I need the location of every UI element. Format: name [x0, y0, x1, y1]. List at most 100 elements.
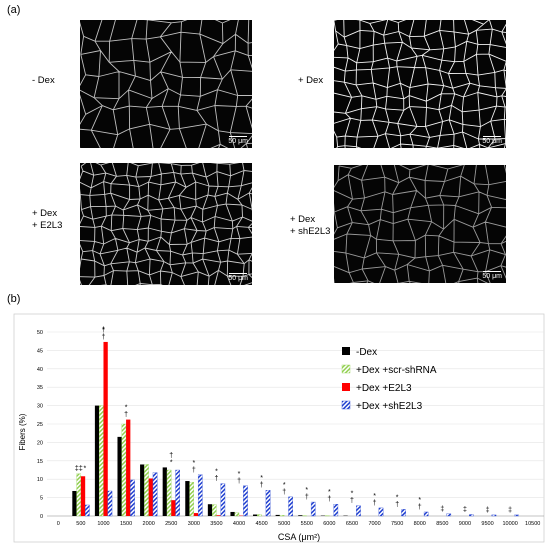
x-tick-label: 6500 — [346, 521, 358, 527]
bar--dex-she2l3-9000 — [469, 514, 474, 517]
significance-marker: * — [192, 460, 195, 467]
y-tick-label: 30 — [37, 404, 43, 410]
significance-marker: † — [102, 334, 106, 341]
legend-label: +Dex +scr-shRNA — [356, 365, 437, 376]
significance-marker: * — [283, 482, 286, 489]
bar--dex-she2l3-10000 — [514, 514, 519, 517]
x-tick-label: 3500 — [210, 521, 222, 527]
bar--dex-scr-shrna-3000 — [189, 481, 194, 517]
bar--dex-scr-shrna-2500 — [166, 469, 172, 517]
bar--dex-she2l3-5500 — [310, 501, 316, 517]
y-tick-label: 15 — [37, 459, 43, 465]
significance-marker: † — [124, 412, 128, 419]
bar--dex-she2l3-2500 — [175, 469, 180, 517]
bar--dex-she2l3-3000 — [197, 474, 203, 517]
bar--dex-she2l3-8000 — [423, 511, 429, 517]
x-tick-label: 9000 — [459, 521, 471, 527]
bar--dex-she2l3-4500 — [265, 490, 271, 517]
bar--dex-she2l3-7500 — [401, 509, 406, 517]
y-tick-label: 5 — [40, 496, 43, 502]
y-tick-label: 35 — [37, 385, 43, 391]
bar--dex-scr-shrna-2000 — [144, 464, 149, 517]
scale-bar-label: 50 μm — [482, 138, 502, 145]
significance-marker: * — [238, 471, 241, 478]
significance-marker: ‡ — [486, 507, 490, 514]
x-tick-label: 7000 — [368, 521, 380, 527]
bar--dex-scr-shrna-4500 — [257, 514, 262, 517]
bar--dex-e2l3-3000 — [193, 513, 199, 516]
panel-b-label: (b) — [7, 293, 21, 305]
x-tick-label: 3000 — [188, 521, 200, 527]
y-tick-label: 10 — [37, 477, 43, 483]
x-tick-label: 4500 — [255, 521, 267, 527]
x-axis-label: CSA (μm²) — [278, 532, 320, 542]
bar--dex-2000 — [140, 464, 145, 516]
bar--dex-scr-shrna-1000 — [99, 405, 104, 517]
significance-marker: † — [192, 467, 196, 474]
bar--dex-scr-shrna-4000 — [234, 512, 240, 517]
bar--dex-500 — [72, 490, 77, 516]
legend-swatch — [341, 400, 351, 410]
significance-marker: † — [418, 504, 422, 511]
significance-marker: ‡ — [75, 466, 79, 473]
bar--dex-e2l3-1000 — [103, 341, 108, 516]
bar--dex-she2l3-4000 — [243, 485, 248, 517]
significance-marker: † — [395, 501, 399, 508]
micrograph-dex-e2l3: 50 μm — [80, 163, 252, 285]
bar--dex-she2l3-6500 — [356, 505, 361, 517]
bar--dex-she2l3-7000 — [378, 507, 384, 517]
significance-marker: † — [350, 498, 354, 505]
scale-bar-label: 50 μm — [228, 138, 248, 145]
y-tick-label: 0 — [40, 514, 43, 520]
significance-marker: * — [418, 497, 421, 504]
bar--dex-2500 — [162, 467, 167, 516]
legend-swatch — [342, 383, 350, 391]
bar--dex-scr-shrna-500 — [76, 473, 82, 517]
significance-marker: † — [237, 478, 241, 485]
significance-marker: † — [305, 494, 309, 501]
bar--dex-1000 — [94, 405, 100, 516]
significance-marker: * — [373, 493, 376, 500]
micrograph-dex-she2l3: 50 μm — [334, 165, 506, 283]
significance-marker: † — [282, 489, 286, 496]
significance-marker: * — [102, 327, 105, 334]
y-axis-label: Fibers (%) — [18, 413, 27, 450]
bar--dex-e2l3-500 — [80, 476, 86, 516]
scale-bar-label: 50 μm — [482, 273, 502, 280]
significance-marker: * — [215, 469, 218, 476]
bar--dex-3000 — [185, 481, 190, 516]
significance-marker: † — [327, 496, 331, 503]
significance-marker: * — [84, 466, 87, 473]
bar--dex-scr-shrna-3500 — [211, 504, 217, 517]
bar--dex-she2l3-1500 — [130, 479, 135, 517]
x-tick-label: 1500 — [120, 521, 132, 527]
x-tick-label: 6000 — [323, 521, 335, 527]
x-tick-label: 500 — [76, 521, 85, 527]
bar--dex-e2l3-2000 — [148, 478, 153, 516]
x-tick-label: 7500 — [391, 521, 403, 527]
bar--dex-she2l3-6000 — [333, 504, 339, 517]
significance-marker: * — [328, 489, 331, 496]
x-tick-label: 5500 — [301, 521, 313, 527]
significance-marker: † — [260, 482, 264, 489]
micrograph-minus-dex: 50 μm — [80, 20, 252, 148]
condition-label-minus-dex: - Dex — [32, 75, 55, 86]
legend-label: +Dex +E2L3 — [356, 383, 412, 394]
significance-marker: * — [125, 405, 128, 412]
significance-marker: ‡ — [440, 506, 444, 513]
bar--dex-e2l3-3500 — [216, 515, 221, 516]
significance-marker: ‡ — [79, 466, 83, 473]
y-tick-label: 40 — [37, 367, 43, 373]
significance-marker: ‡ — [508, 507, 512, 514]
x-tick-label: 0 — [57, 521, 60, 527]
legend-label: +Dex +shE2L3 — [356, 401, 423, 412]
scale-bar-label: 50 μm — [228, 275, 248, 282]
bar--dex-scr-shrna-5000 — [279, 515, 285, 517]
significance-marker: † — [102, 327, 106, 334]
condition-label-dex-she2l3: + Dex + shE2L3 — [290, 214, 331, 237]
x-tick-label: 10000 — [502, 521, 517, 527]
significance-marker: ‡ — [463, 507, 467, 514]
significance-marker: † — [169, 452, 173, 459]
bar--dex-she2l3-500 — [85, 504, 90, 517]
